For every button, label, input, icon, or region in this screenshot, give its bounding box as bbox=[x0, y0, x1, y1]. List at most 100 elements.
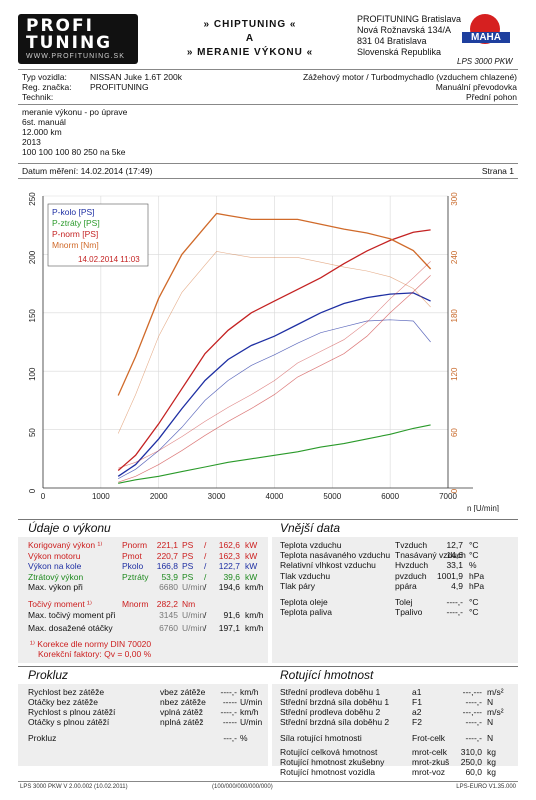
company-address: PROFITUNING Bratislava Nová Rožnavská 13… bbox=[357, 14, 461, 58]
x-tick-label: 6000 bbox=[381, 492, 399, 501]
torque-at-unit2: km/h bbox=[245, 609, 264, 620]
udaje-sep: / bbox=[204, 550, 207, 561]
vnejsi-label: Teplota vzduchu bbox=[280, 540, 342, 550]
prokluz-unit: U/min bbox=[240, 717, 263, 727]
rotacni-symbol: mrot-celk bbox=[412, 747, 447, 757]
prokluz-symbol: nbez zátěže bbox=[160, 697, 206, 707]
udaje-sep: / bbox=[204, 540, 207, 550]
prokluz-unit: % bbox=[240, 733, 248, 743]
udaje-symbol: Pkolo bbox=[122, 561, 144, 571]
rotacni-symbol: Frot-celk bbox=[412, 733, 446, 743]
udaje-symbol: Pztráty bbox=[122, 571, 149, 582]
engine-type: Zážehový motor / Turbodmychadlo (vzduche… bbox=[302, 72, 517, 82]
vnejsi-label: Teplota paliva bbox=[280, 607, 332, 617]
udaje-value2: 162,6 bbox=[218, 540, 240, 550]
rotacni-unit: m/s² bbox=[487, 707, 504, 717]
udaje-label: Korigovaný výkon ¹⁾ bbox=[28, 540, 103, 550]
rotacni-value: ----,- bbox=[465, 717, 482, 727]
y-left-tick-label: 100 bbox=[28, 367, 37, 381]
udaje-value1: 53,9 bbox=[161, 571, 178, 582]
max-rpm-unit1: U/min bbox=[182, 623, 205, 633]
udaje-label: Ztrátový výkon bbox=[28, 571, 84, 582]
udaje-unit1: U/min bbox=[182, 582, 205, 592]
rotacni-value: ---,--- bbox=[462, 707, 482, 717]
rotacni-unit: m/s² bbox=[487, 687, 504, 697]
rotacni-label: Síla rotující hmotnosti bbox=[280, 733, 362, 743]
vnejsi-symbol: pvzduch bbox=[395, 571, 427, 581]
vnejsi-symbol: Tnasávaný vzduch bbox=[395, 550, 466, 560]
torque-value: 282,2 bbox=[156, 599, 178, 609]
udaje-value2: 39,6 bbox=[223, 571, 240, 582]
vnejsi-unit: hPa bbox=[469, 571, 485, 581]
footer-mid: (100/000/000/000/000) bbox=[212, 784, 273, 790]
gearbox: Manuální převodovka bbox=[435, 82, 517, 92]
y-right-tick-label: 180 bbox=[450, 309, 459, 323]
prokluz-symbol: vplná zátěž bbox=[160, 707, 203, 717]
legend-date: 14.02.2014 11:03 bbox=[78, 255, 140, 264]
prokluz-panel bbox=[18, 684, 268, 766]
rotacni-symbol: F1 bbox=[412, 697, 422, 707]
divider bbox=[18, 69, 518, 70]
torque-label: Točivý moment ¹⁾ bbox=[28, 599, 92, 609]
udaje-sep: / bbox=[204, 561, 207, 571]
drive: Přední pohon bbox=[465, 92, 517, 102]
divider bbox=[18, 666, 518, 667]
rotacni-value: ----,- bbox=[465, 733, 482, 743]
series-line bbox=[118, 275, 431, 483]
vnejsi-label: Tlak vzduchu bbox=[280, 571, 331, 581]
y-right-tick-label: 120 bbox=[450, 367, 459, 381]
lps-label: LPS 3000 PKW bbox=[457, 57, 513, 66]
type-label: Typ vozidla: bbox=[22, 72, 67, 82]
note-line: 2013 bbox=[22, 137, 41, 147]
prokluz-label: Rychlost s plnou zátěží bbox=[28, 707, 116, 717]
correction-note: ¹⁾ Korekce dle normy DIN 70020 bbox=[30, 639, 152, 649]
torque-symbol: Mnorm bbox=[122, 599, 149, 609]
udaje-unit2: kW bbox=[245, 571, 258, 582]
udaje-unit2: kW bbox=[245, 561, 258, 571]
logo-line2: TUNING bbox=[26, 33, 113, 53]
vnejsi-value: 1001,9 bbox=[437, 571, 463, 581]
rotacni-symbol: mrot-voz bbox=[412, 767, 446, 777]
udaje-unit1: PS bbox=[182, 540, 194, 550]
rotacni-label: Rotující hmotnost vozidla bbox=[280, 767, 375, 777]
maha-label: MAHA bbox=[462, 32, 510, 43]
correction-factor: Korekční faktory: Qv = 0,00 % bbox=[38, 649, 152, 659]
rotacni-unit: N bbox=[487, 717, 494, 727]
torque-at-unit1: U/min bbox=[182, 609, 205, 620]
prokluz-label: Otáčky bez zátěže bbox=[28, 697, 98, 707]
divider bbox=[18, 163, 518, 164]
udaje-panel bbox=[18, 537, 268, 663]
vnejsi-unit: °C bbox=[469, 540, 479, 550]
page-number: Strana 1 bbox=[481, 166, 514, 176]
prokluz-unit: km/h bbox=[240, 687, 259, 697]
series-line bbox=[117, 292, 431, 477]
udaje-unit2: km/h bbox=[245, 582, 264, 592]
udaje-symbol: Pnorm bbox=[122, 540, 148, 550]
measurement-date: Datum měření: 14.02.2014 (17:49) bbox=[22, 166, 153, 176]
prokluz-value: ----- bbox=[222, 717, 237, 727]
chart-legend: P-kolo [PS]P-ztráty [PS]P-norm [PS]Mnorm… bbox=[47, 203, 149, 267]
prokluz-value: ---,- bbox=[223, 733, 237, 743]
vnejsi-symbol: Tolej bbox=[395, 597, 413, 607]
chart-series bbox=[117, 212, 432, 484]
legend-item: P-kolo [PS] bbox=[52, 207, 95, 217]
rotacni-unit: kg bbox=[487, 767, 496, 777]
series-line bbox=[118, 261, 431, 469]
x-tick-label: 2000 bbox=[150, 492, 168, 501]
vnejsi-value: 4,9 bbox=[451, 581, 463, 591]
udaje-value2: 194,6 bbox=[218, 582, 240, 592]
note-line: 100 100 100 80 250 na 5ke bbox=[22, 147, 126, 157]
legend-item: P-norm [PS] bbox=[52, 229, 98, 239]
prokluz-unit: km/h bbox=[240, 707, 259, 717]
rotacni-value: 310,0 bbox=[460, 747, 482, 757]
rotacni-value: ----,- bbox=[465, 697, 482, 707]
y-left-tick-label: 0 bbox=[28, 488, 37, 493]
vnejsi-unit: °C bbox=[469, 607, 479, 617]
udaje-unit2: kW bbox=[245, 540, 258, 550]
rotacni-value: 60,0 bbox=[465, 767, 482, 777]
note-line: 6st. manuál bbox=[22, 117, 66, 127]
udaje-value2: 162,3 bbox=[218, 550, 240, 561]
y-left-tick-label: 200 bbox=[28, 250, 37, 264]
title-line1: » CHIPTUNING « bbox=[203, 19, 297, 30]
vnejsi-value: 14,6 bbox=[446, 550, 463, 560]
